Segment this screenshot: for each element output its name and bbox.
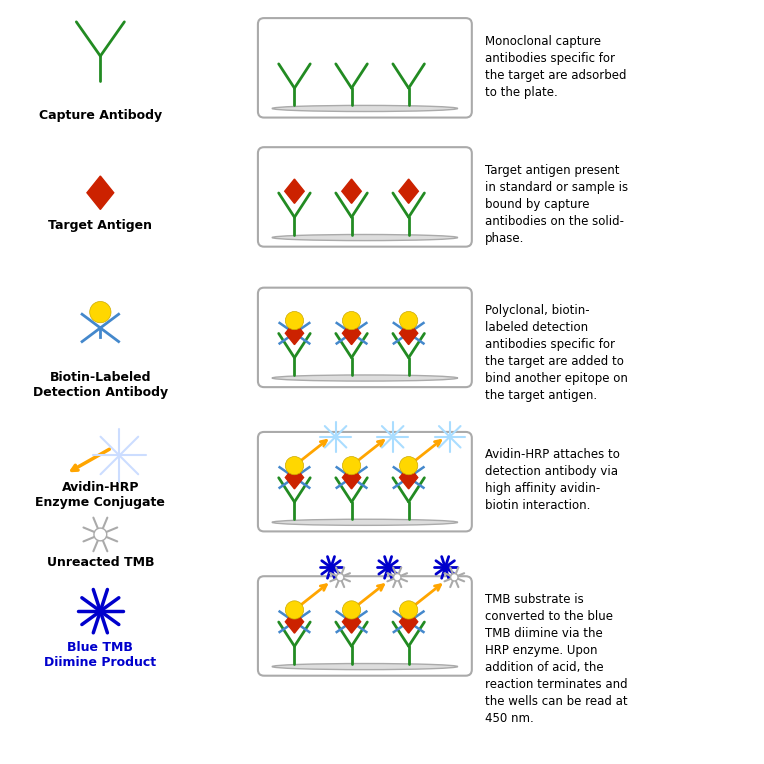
Polygon shape [285,466,303,489]
FancyBboxPatch shape [258,576,472,675]
Polygon shape [87,176,114,209]
Circle shape [400,601,418,619]
Circle shape [342,312,361,330]
Text: Avidin-HRP attaches to
detection antibody via
high affinity avidin-
biotin inter: Avidin-HRP attaches to detection antibod… [485,448,620,513]
Polygon shape [342,322,361,345]
Circle shape [451,574,458,581]
Text: Target antigen present
in standard or sample is
bound by capture
antibodies on t: Target antigen present in standard or sa… [485,163,628,244]
Text: Monoclonal capture
antibodies specific for
the target are adsorbed
to the plate.: Monoclonal capture antibodies specific f… [485,34,626,99]
Ellipse shape [272,375,458,381]
Ellipse shape [272,235,458,241]
FancyBboxPatch shape [258,432,472,532]
Polygon shape [342,610,361,633]
FancyBboxPatch shape [258,288,472,387]
Polygon shape [342,466,361,489]
Ellipse shape [272,520,458,526]
Circle shape [400,312,418,330]
Ellipse shape [272,105,458,112]
FancyBboxPatch shape [258,147,472,247]
Polygon shape [285,179,304,203]
Circle shape [285,457,303,474]
Circle shape [342,601,361,619]
Polygon shape [342,179,361,203]
Circle shape [94,528,107,541]
Circle shape [336,574,344,581]
Circle shape [285,312,303,330]
Ellipse shape [272,663,458,669]
Polygon shape [400,322,418,345]
Circle shape [89,302,111,322]
Circle shape [285,601,303,619]
Polygon shape [399,179,419,203]
Text: Avidin-HRP
Enzyme Conjugate: Avidin-HRP Enzyme Conjugate [35,481,165,510]
Text: Unreacted TMB: Unreacted TMB [47,555,154,568]
Circle shape [342,457,361,474]
Polygon shape [285,610,303,633]
Text: Blue TMB
Diimine Product: Blue TMB Diimine Product [44,641,157,668]
Text: Target Antigen: Target Antigen [48,219,152,231]
Polygon shape [400,466,418,489]
Text: TMB substrate is
converted to the blue
TMB diimine via the
HRP enzyme. Upon
addi: TMB substrate is converted to the blue T… [485,593,627,725]
Polygon shape [285,322,303,345]
FancyBboxPatch shape [258,18,472,118]
Circle shape [393,574,401,581]
Polygon shape [400,610,418,633]
Text: Polyclonal, biotin-
labeled detection
antibodies specific for
the target are add: Polyclonal, biotin- labeled detection an… [485,304,628,402]
Text: Biotin-Labeled
Detection Antibody: Biotin-Labeled Detection Antibody [33,371,168,400]
Text: Capture Antibody: Capture Antibody [39,109,162,122]
Circle shape [400,457,418,474]
